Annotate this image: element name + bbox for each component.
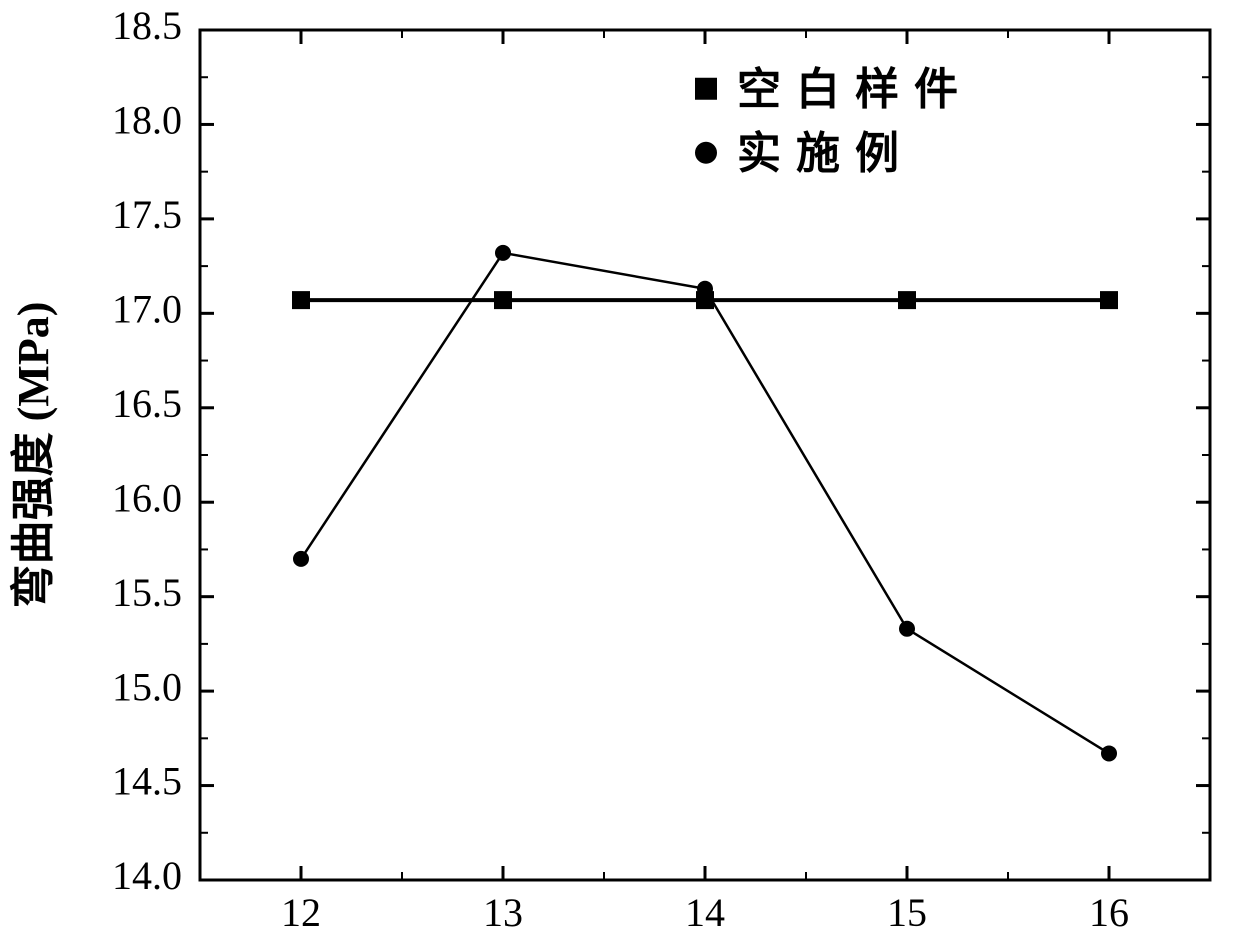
y-tick-label: 17.5	[112, 192, 182, 237]
marker-square	[494, 291, 512, 309]
marker-circle	[697, 281, 713, 297]
y-tick-label: 15.0	[112, 664, 182, 709]
marker-square	[1100, 291, 1118, 309]
y-tick-label: 18.5	[112, 3, 182, 48]
marker-circle	[293, 551, 309, 567]
y-axis-label: 弯曲强度 (MPa)	[8, 302, 58, 609]
x-tick-label: 12	[281, 890, 321, 935]
legend-marker	[695, 78, 717, 100]
y-tick-label: 16.5	[112, 381, 182, 426]
x-tick-label: 15	[887, 890, 927, 935]
y-tick-label: 14.5	[112, 759, 182, 804]
y-tick-label: 16.0	[112, 475, 182, 520]
y-tick-label: 17.0	[112, 287, 182, 332]
y-tick-label: 14.0	[112, 853, 182, 898]
legend-label: 空 白 样 件	[737, 65, 960, 114]
x-tick-label: 14	[685, 890, 725, 935]
marker-circle	[495, 245, 511, 261]
marker-square	[898, 291, 916, 309]
x-tick-label: 16	[1089, 890, 1129, 935]
legend-label: 实 施 例	[737, 129, 901, 178]
y-tick-label: 15.5	[112, 570, 182, 615]
legend-marker	[695, 142, 717, 164]
marker-circle	[1101, 745, 1117, 761]
marker-square	[292, 291, 310, 309]
x-tick-label: 13	[483, 890, 523, 935]
y-tick-label: 18.0	[112, 98, 182, 143]
marker-circle	[899, 621, 915, 637]
chart-container: 14.0 14.5 15.0 15.5 16.0 16.5 17.0 17.5 18.0 18.5…	[0, 0, 1240, 935]
line-chart: 14.0 14.5 15.0 15.5 16.0 16.5 17.0 17.5 18.0 18.5…	[0, 0, 1240, 935]
